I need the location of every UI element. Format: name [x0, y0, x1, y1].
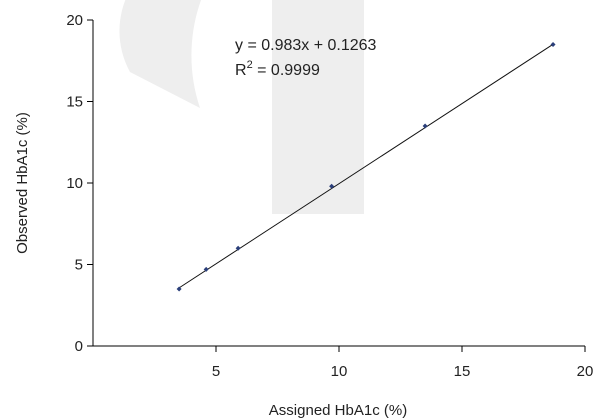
x-tick-label: 5: [212, 363, 220, 380]
data-point: [203, 266, 209, 272]
r-squared-exponent: 2: [247, 59, 253, 71]
y-tick-label: 20: [66, 12, 83, 29]
x-tick-label: 20: [577, 363, 594, 380]
y-tick-label: 0: [75, 338, 83, 355]
y-tick-label: 15: [66, 94, 83, 111]
data-point: [550, 41, 556, 47]
x-tick-label: 15: [454, 363, 471, 380]
y-axis-label: Observed HbA1c (%): [14, 112, 31, 254]
watermark: [119, 0, 364, 214]
trendline: [178, 43, 554, 289]
data-point: [422, 123, 428, 129]
trendline-group: [178, 43, 554, 289]
data-point: [235, 245, 241, 251]
data-point: [176, 286, 182, 292]
x-axis-label: Assigned HbA1c (%): [269, 402, 407, 419]
y-tick-label: 10: [66, 175, 83, 192]
trendline-equation: y = 0.983x + 0.1263: [235, 37, 377, 54]
watermark-arc: [119, 0, 202, 108]
y-tick-label: 5: [75, 257, 83, 274]
r-squared-value: = 0.9999: [253, 62, 320, 79]
data-point: [329, 183, 335, 189]
x-tick-label: 10: [331, 363, 348, 380]
watermark-bar: [272, 0, 364, 214]
data-points: [176, 41, 556, 292]
r-squared-base: R: [235, 62, 247, 79]
ticks: 0 5 10 15 20 5 10 15 20: [66, 12, 593, 380]
r-squared-label: R2 = 0.9999: [235, 59, 320, 79]
